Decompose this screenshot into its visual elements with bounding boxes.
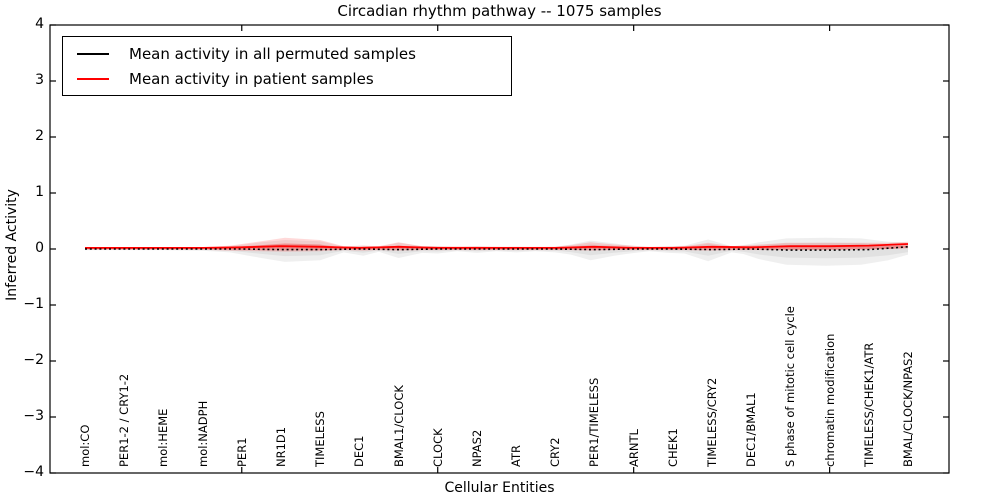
patient-mean-line [85, 243, 909, 249]
x-tick-label: TIMELESS/CHEK1/ATR [861, 342, 876, 467]
x-tick-label: S phase of mitotic cell cycle [783, 306, 798, 467]
permuted-band-outer [85, 237, 908, 266]
patient-band-inner [85, 243, 908, 251]
x-tick-label: PER1/TIMELESS [587, 377, 602, 467]
y-tick-label: 0 [35, 240, 44, 256]
x-tick-label: PER1 [234, 437, 249, 467]
legend-item-permuted: Mean activity in all permuted samples [63, 42, 511, 66]
legend: Mean activity in all permuted samples Me… [62, 36, 512, 96]
x-axis-label: Cellular Entities [444, 480, 555, 496]
x-tick-label: CHEK1 [665, 428, 680, 467]
x-tick-label: mol:CO [78, 424, 92, 467]
y-tick-label: 1 [35, 184, 44, 200]
x-tick-label: BMAL1/CLOCK [391, 385, 406, 467]
y-tick-label: −4 [23, 464, 44, 480]
y-tick-label: −2 [23, 352, 44, 368]
x-tick-label: DEC1/BMAL1 [744, 392, 759, 467]
y-tick-label: −1 [23, 296, 44, 312]
x-tick-label: TIMELESS [313, 411, 328, 467]
x-tick-label: ARNTL [626, 429, 641, 467]
x-tick-label: ATR [509, 445, 524, 467]
x-tick-label: DEC1 [352, 435, 367, 467]
x-tick-label: CLOCK [430, 428, 445, 467]
legend-label-permuted: Mean activity in all permuted samples [129, 44, 416, 63]
y-tick-label: 3 [35, 72, 44, 88]
legend-item-patient: Mean activity in patient samples [63, 67, 511, 91]
x-tick-label: mol:NADPH [195, 400, 210, 467]
y-tick-label: −3 [23, 408, 44, 424]
y-tick-label: 2 [35, 128, 44, 144]
y-tick-label: 4 [35, 16, 44, 32]
legend-line-red-icon [77, 77, 109, 80]
x-tick-label: mol:HEME [156, 408, 171, 467]
patient-band-outer [85, 237, 908, 252]
x-tick-label: chromatin modification [822, 333, 837, 467]
legend-line-black-icon [77, 52, 109, 55]
x-tick-label: CRY2 [548, 437, 563, 467]
chart-title: Circadian rhythm pathway -- 1075 samples [337, 2, 662, 20]
x-tick-label: NR1D1 [273, 426, 288, 467]
x-tick-label: NPAS2 [469, 429, 484, 467]
x-tick-label: PER1-2 / CRY1-2 [117, 373, 132, 467]
legend-label-patient: Mean activity in patient samples [129, 69, 374, 88]
x-tick-label: TIMELESS/CRY2 [705, 377, 720, 467]
x-tick-label: BMAL/CLOCK/NPAS2 [901, 351, 915, 467]
